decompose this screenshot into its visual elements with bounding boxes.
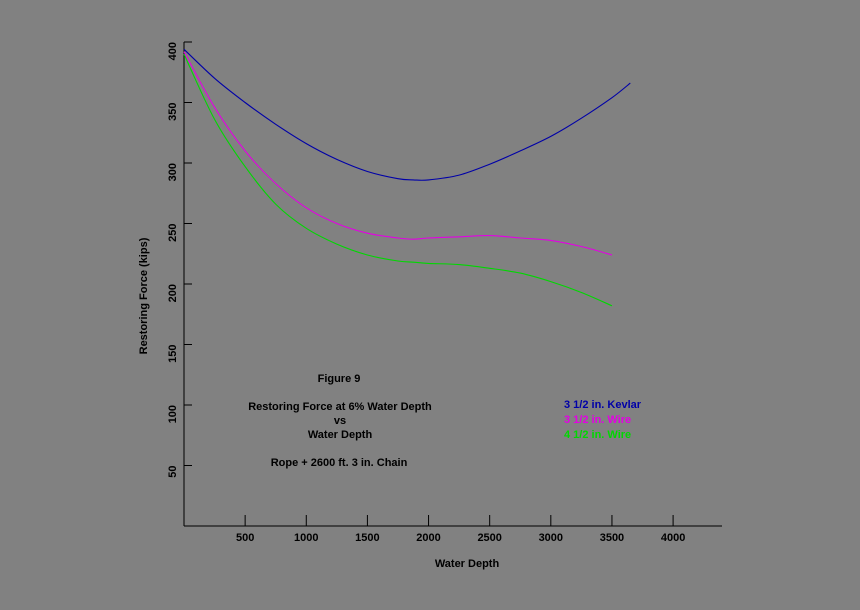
y-tick-label: 300 <box>167 163 179 181</box>
legend-wire-4-5: 4 1/2 in. Wire <box>564 429 631 441</box>
legend-kevlar: 3 1/2 in. Kevlar <box>564 399 642 411</box>
y-axis-title: Restoring Force (kips) <box>138 237 150 354</box>
x-axis-title: Water Depth <box>435 558 500 570</box>
legend-wire-3-5: 3 1/2 in. Wire <box>564 414 631 426</box>
figure-title: Figure 9 <box>318 373 361 385</box>
x-axis-ticks: 500 1000 1500 2000 2500 3000 3500 4000 <box>236 515 685 544</box>
chart-note: Rope + 2600 ft. 3 in. Chain <box>271 457 408 469</box>
x-tick-label: 500 <box>236 532 254 544</box>
x-tick-label: 3500 <box>600 532 624 544</box>
x-tick-label: 2500 <box>477 532 501 544</box>
y-tick-label: 250 <box>167 224 179 242</box>
x-tick-label: 1500 <box>355 532 379 544</box>
subtitle-line-2: vs <box>334 415 346 427</box>
y-tick-label: 100 <box>167 405 179 423</box>
x-tick-label: 4000 <box>661 532 685 544</box>
x-tick-label: 3000 <box>539 532 563 544</box>
subtitle-line-1: Restoring Force at 6% Water Depth <box>248 401 432 413</box>
x-tick-label: 1000 <box>294 532 318 544</box>
subtitle-line-3: Water Depth <box>308 429 373 441</box>
x-tick-label: 2000 <box>416 532 440 544</box>
series-line-1 <box>183 48 631 181</box>
y-axis-ticks: 50 100 150 200 250 300 350 400 <box>167 41 192 478</box>
y-tick-label: 50 <box>167 466 179 478</box>
y-tick-label: 400 <box>167 42 179 60</box>
y-tick-label: 350 <box>167 103 179 121</box>
series-lines <box>183 48 631 307</box>
y-tick-label: 150 <box>167 345 179 363</box>
series-line-3 <box>183 53 613 307</box>
series-line-2 <box>183 51 613 256</box>
y-tick-label: 200 <box>167 284 179 302</box>
